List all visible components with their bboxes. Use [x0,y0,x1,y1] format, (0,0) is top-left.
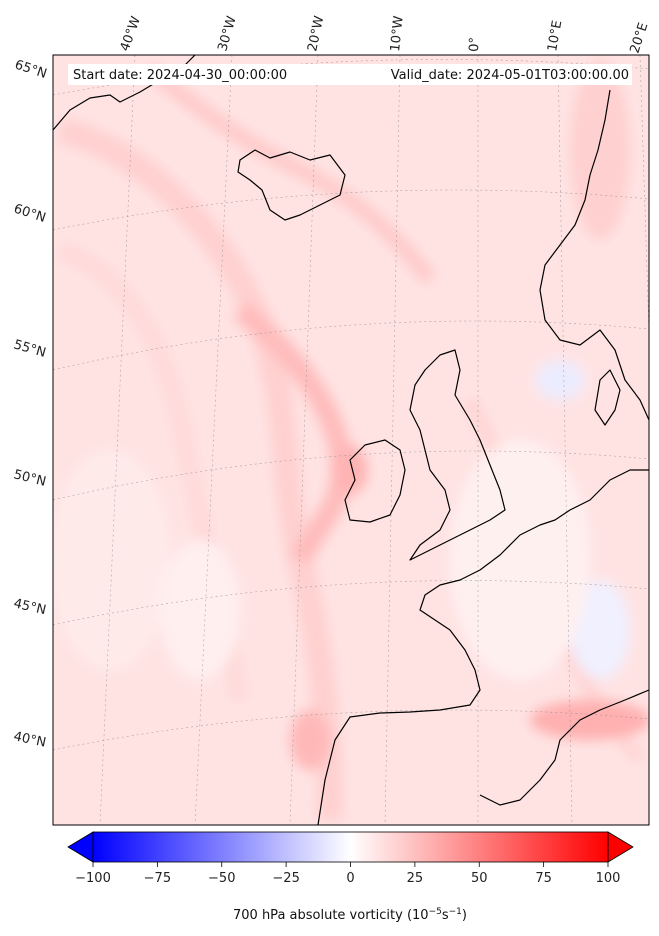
colorbar-tick-label: 100 [596,871,621,886]
colorbar-gradient [92,831,609,863]
lon-label-0: 0° [467,37,483,52]
lat-label-65n: 65°N [13,58,49,82]
colorbar-tick-label: 25 [407,871,424,886]
colorbar-title: 700 hPa absolute vorticity (10−5s−1) [233,907,467,923]
colorbar-extend-low [67,831,94,863]
colorbar-tick-label: −75 [144,871,171,886]
start-date-label: Start date: 2024-04-30_00:00:00 [73,68,287,83]
lon-label-10e: 10°E [545,19,565,52]
valid-date-label: Valid_date: 2024-05-01T03:00:00.00 [391,68,629,83]
lon-label-20e: 20°E [628,21,652,55]
lat-label-45n: 45°N [12,596,47,618]
colorbar: −100 −75 −50 −25 0 25 50 75 100 700 hPa absolute… [67,831,634,923]
coast-denmark [594,369,621,426]
lon-label-10w: 10°W [388,15,407,52]
latitude-labels: 65°N 60°N 55°N 50°N 45°N 40°N [12,58,49,751]
colorbar-tick-label: −50 [208,871,235,886]
coast-iberia-south [479,689,649,806]
lat-label-50n: 50°N [12,467,47,489]
graticule-meridians [99,55,649,825]
coast-continent [317,469,649,825]
header-background [68,64,632,85]
map-frame [52,54,650,826]
coast-scandinavia [539,89,649,421]
lat-label-60n: 60°N [12,202,48,226]
vorticity-field-features [53,60,649,821]
colorbar-tick-label: 75 [535,871,552,886]
lon-label-30w: 30°W [215,14,239,53]
colorbar-title-mid: s [442,908,449,923]
colorbar-title-exp1: −5 [429,907,442,917]
colorbar-extend-high [607,831,634,863]
graticule-parallels [53,59,649,751]
lat-label-40n: 40°N [12,729,47,750]
coast-iceland [237,149,346,221]
coast-britain [409,349,506,561]
colorbar-title-prefix: 700 hPa absolute vorticity (10 [233,908,429,923]
colorbar-ticks: −100 −75 −50 −25 0 25 50 75 100 [75,862,620,886]
colorbar-tick-label: −25 [272,871,299,886]
lon-label-40w: 40°W [118,14,144,53]
colorbar-tick-label: 50 [471,871,488,886]
lat-label-55n: 55°N [12,337,48,360]
colorbar-title-suffix: ) [462,908,467,923]
colorbar-tick-label: 0 [346,871,354,886]
coastlines [53,55,649,825]
lon-label-20w: 20°W [305,14,327,52]
longitude-labels: 40°W 30°W 20°W 10°W 0° 10°E 20°E [118,14,652,55]
coast-ireland [344,439,406,523]
colorbar-title-exp2: −1 [449,907,462,917]
map-panel [53,55,649,825]
colorbar-tick-label: −100 [75,871,111,886]
